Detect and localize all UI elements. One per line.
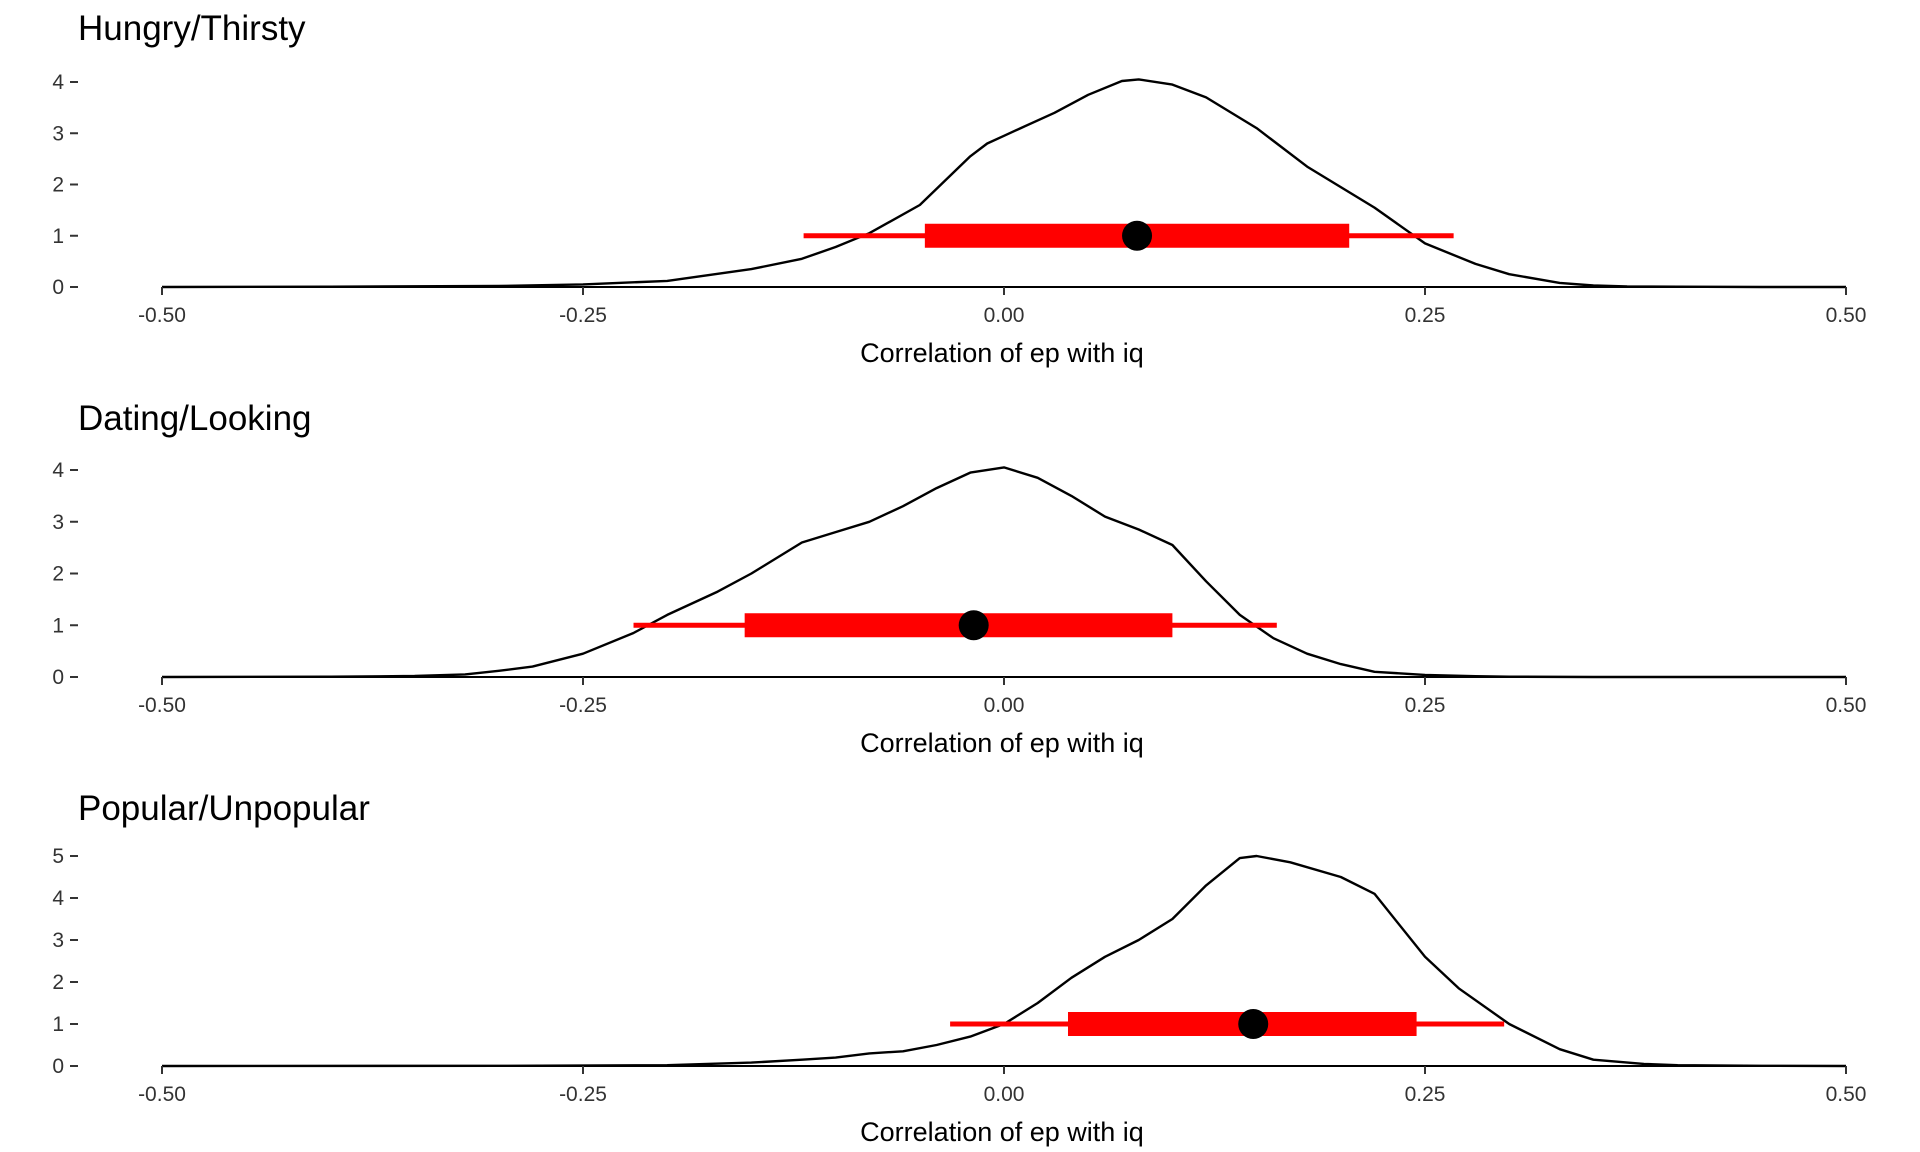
- x-tick-label: -0.25: [559, 1083, 607, 1106]
- x-tick-label: 0.25: [1405, 694, 1446, 717]
- panel-1: Hungry/Thirsty -0.50 -0.25 0.00 0.25 0.50 0 1 2 3…: [52, 9, 1866, 368]
- x-tick-label: -0.50: [138, 1083, 186, 1106]
- y-tick-label: 4: [52, 71, 64, 94]
- panel-title: Dating/Looking: [78, 399, 312, 438]
- point-estimate: [958, 610, 989, 641]
- y-tick-label: 1: [52, 614, 64, 637]
- x-tick-label: -0.50: [138, 304, 186, 327]
- y-tick-label: 2: [52, 971, 64, 994]
- x-tick-label: 0.50: [1826, 694, 1867, 717]
- density-curve: [161, 854, 1847, 1068]
- x-tick-label: 0.25: [1405, 304, 1446, 327]
- y-tick-label: 3: [52, 929, 64, 952]
- density-curve: [161, 466, 1846, 679]
- density-curve: [161, 78, 1846, 289]
- y-tick-label: 3: [52, 511, 64, 534]
- panel-title: Hungry/Thirsty: [78, 9, 306, 48]
- x-tick-label: 0.50: [1826, 304, 1867, 327]
- y-tick-label: 3: [52, 122, 64, 145]
- point-estimate: [1122, 220, 1153, 251]
- x-tick-label: -0.50: [138, 694, 186, 717]
- y-tick-label: 4: [52, 459, 64, 482]
- inner-interval: [744, 613, 1173, 638]
- x-tick-label: -0.25: [559, 694, 607, 717]
- panel-2: Dating/Looking -0.50 -0.25 0.00 0.25 0.50 0 1 2 3…: [52, 399, 1866, 758]
- y-tick-label: 5: [52, 845, 64, 868]
- x-axis-title: Correlation of ep with iq: [860, 1117, 1144, 1147]
- y-tick-label: 2: [52, 563, 64, 586]
- y-tick-label: 1: [52, 225, 64, 248]
- panel-3: Popular/Unpopular -0.50 -0.25 0.00 0.25 0.50 0…: [52, 789, 1866, 1147]
- point-estimate: [1238, 1009, 1269, 1039]
- y-tick-label: 0: [52, 1055, 64, 1078]
- x-tick-label: -0.25: [559, 304, 607, 327]
- x-tick-label: 0.00: [984, 694, 1025, 717]
- x-tick-label: 0.25: [1405, 1083, 1446, 1106]
- panel-title: Popular/Unpopular: [78, 789, 370, 828]
- y-tick-label: 0: [52, 276, 64, 299]
- y-tick-label: 4: [52, 887, 64, 910]
- y-tick-label: 0: [52, 666, 64, 689]
- y-tick-label: 1: [52, 1013, 64, 1036]
- x-tick-label: 0.50: [1826, 1083, 1867, 1106]
- x-axis-title: Correlation of ep with iq: [860, 338, 1144, 368]
- x-axis-title: Correlation of ep with iq: [860, 728, 1144, 758]
- x-tick-label: 0.00: [984, 304, 1025, 327]
- y-tick-label: 2: [52, 174, 64, 197]
- x-tick-label: 0.00: [984, 1083, 1025, 1106]
